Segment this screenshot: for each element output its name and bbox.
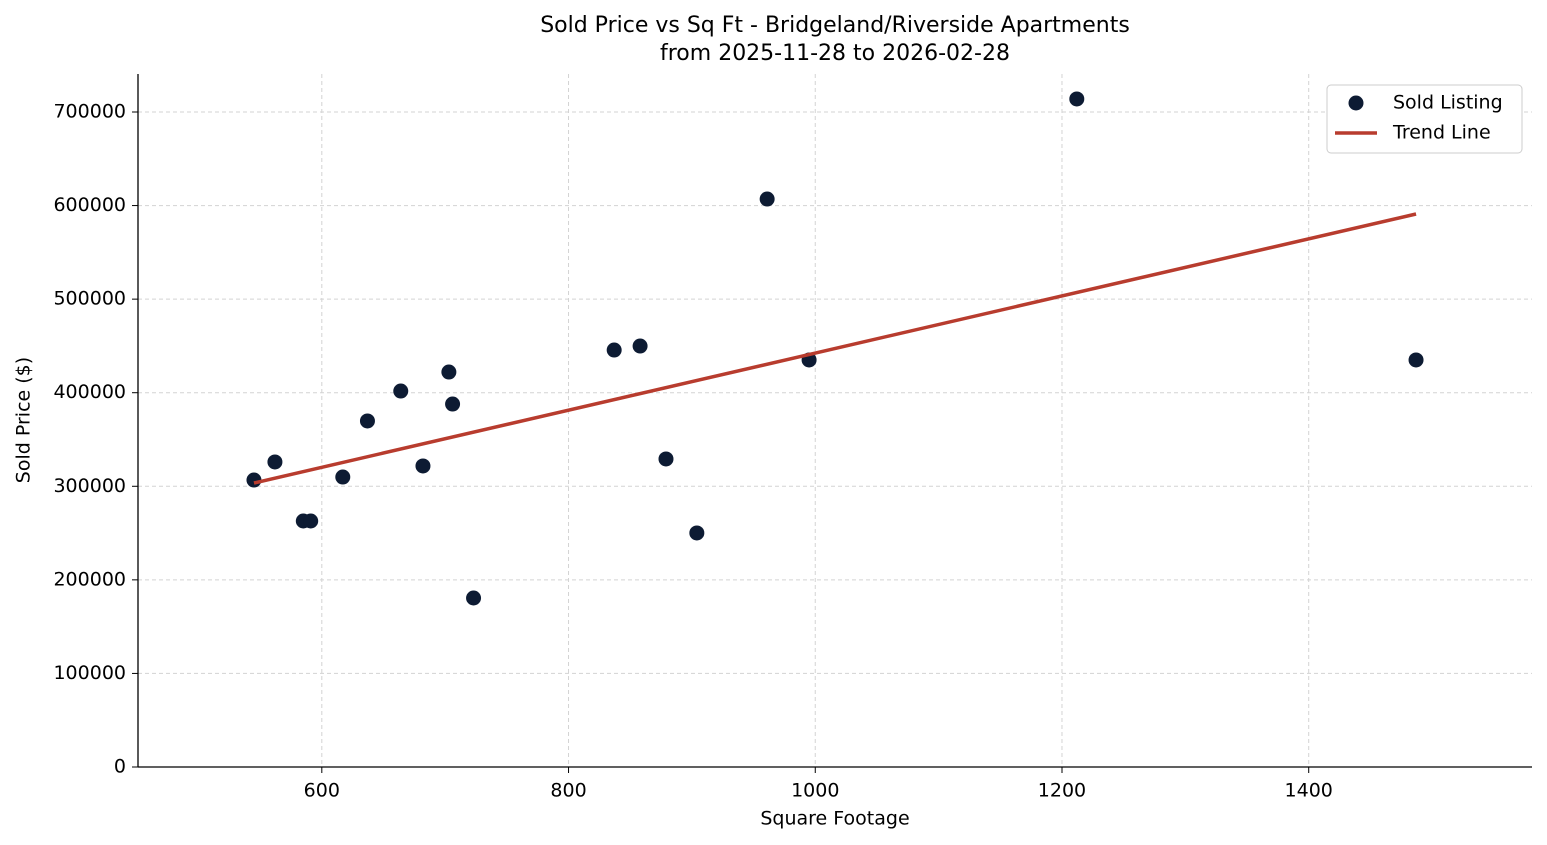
x-tick-label: 600	[304, 780, 340, 802]
legend-label: Trend Line	[1392, 122, 1491, 144]
y-tick-label: 400000	[53, 381, 126, 403]
point	[632, 338, 648, 354]
y-tick-label: 0	[114, 756, 126, 778]
point	[359, 413, 375, 429]
point	[466, 590, 482, 606]
point	[1069, 91, 1085, 107]
chart-title: Sold Price vs Sq Ft - Bridgeland/Riversi…	[540, 13, 1130, 38]
y-tick-label: 200000	[53, 568, 126, 590]
x-tick-label: 1200	[1038, 780, 1086, 802]
y-tick-label: 500000	[53, 288, 126, 310]
x-tick-label: 1400	[1285, 780, 1333, 802]
point	[303, 513, 319, 529]
point	[689, 525, 705, 541]
legend: Sold Listing Trend Line	[1326, 84, 1523, 154]
y-tick-label: 100000	[53, 662, 126, 684]
legend-box	[1326, 84, 1523, 154]
y-axis-label: Sold Price ($)	[13, 357, 35, 483]
point	[445, 396, 461, 412]
y-tick-label: 600000	[53, 194, 126, 216]
trend-line	[253, 212, 1417, 485]
y-tick-label: 300000	[53, 475, 126, 497]
point	[441, 364, 457, 380]
plot-area	[246, 91, 1424, 606]
point	[759, 191, 775, 207]
point	[393, 383, 409, 399]
x-tick-label: 1000	[791, 780, 839, 802]
legend-swatch	[1348, 95, 1364, 111]
point	[1408, 352, 1424, 368]
x-tick-label: 800	[550, 780, 586, 802]
point	[415, 458, 431, 474]
chart-subtitle: from 2025-11-28 to 2026-02-28	[660, 41, 1010, 66]
point	[606, 342, 622, 358]
point	[658, 451, 674, 467]
x-axis-label: Square Footage	[760, 808, 909, 830]
y-tick-label: 700000	[53, 100, 126, 122]
point	[267, 454, 283, 470]
grid	[138, 74, 1532, 768]
legend-label: Sold Listing	[1393, 92, 1503, 114]
point	[335, 469, 351, 485]
